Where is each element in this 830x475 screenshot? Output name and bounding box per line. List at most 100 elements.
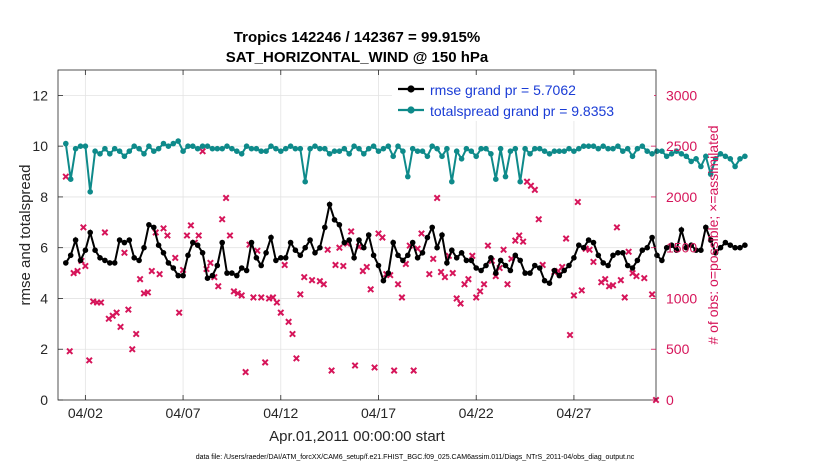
spread-point	[414, 148, 421, 154]
spread-point	[141, 151, 147, 157]
spread-point	[600, 143, 606, 149]
rmse-point	[683, 244, 690, 251]
spread-point	[97, 151, 103, 157]
rmse-point	[273, 257, 279, 264]
obs-point	[226, 232, 234, 239]
rmse-point	[141, 244, 147, 251]
spread-point	[131, 143, 137, 149]
rmse-point	[190, 239, 196, 246]
rmse-point	[439, 232, 445, 238]
obs-point	[320, 280, 328, 288]
rmse-layer	[63, 200, 748, 287]
rmse-point	[361, 244, 367, 251]
rmse-point	[527, 270, 533, 276]
obs-point	[578, 286, 586, 294]
plot-frame	[57, 69, 657, 401]
spread-point	[351, 143, 357, 149]
obs-point	[156, 270, 164, 278]
rmse-point	[522, 270, 528, 276]
obs-point	[285, 318, 293, 326]
obs-point	[148, 267, 156, 275]
obs-point	[328, 367, 335, 374]
obs-point	[367, 285, 375, 293]
obs-point	[324, 246, 332, 254]
spread-point	[326, 151, 333, 157]
spread-point	[512, 145, 519, 152]
spread-point	[532, 145, 538, 152]
obs-point	[480, 280, 488, 288]
rmse-point	[155, 242, 162, 248]
obs-point	[261, 359, 269, 366]
spread-point	[502, 173, 509, 180]
spread-point	[576, 145, 582, 152]
obs-point	[207, 259, 214, 267]
spread-point	[126, 148, 133, 154]
footer-datafile: data file: /Users/raeder/DAI/ATM_forcXX/…	[196, 454, 635, 461]
rmse-point	[693, 247, 699, 253]
spread-point	[585, 143, 592, 149]
rmse-point	[429, 224, 436, 231]
rmse-point	[121, 239, 128, 246]
spread-point	[488, 151, 494, 157]
rmse-point	[322, 224, 328, 231]
rmse-point	[512, 252, 519, 259]
spread-point	[453, 148, 460, 154]
legend-box	[392, 75, 654, 121]
obs-point	[113, 309, 121, 317]
spread-point	[737, 156, 743, 162]
rmse-point	[659, 257, 665, 264]
spread-point	[629, 153, 636, 160]
legend-rmse-marker	[407, 85, 415, 93]
spread-point	[395, 143, 401, 149]
spread-point	[620, 148, 626, 154]
spread-point	[72, 145, 79, 152]
rmse-point	[453, 254, 460, 261]
spread-point	[253, 145, 260, 152]
spread-point	[63, 140, 69, 147]
spread-point	[229, 145, 235, 152]
x-tick-label: 04/02	[68, 405, 103, 421]
obs-point	[363, 263, 371, 271]
spread-point	[82, 143, 89, 149]
spread-point	[673, 148, 680, 154]
rmse-point	[365, 232, 372, 238]
spread-point	[87, 189, 93, 195]
obs-point	[70, 269, 78, 277]
right-tick-label: 1500	[666, 240, 697, 256]
legend-rmse-label: rmse grand pr = 5.7062	[430, 82, 576, 98]
obs-point	[218, 215, 226, 223]
spread-point	[678, 151, 685, 157]
obs-point	[121, 249, 128, 257]
spread-point	[204, 143, 211, 149]
y-axis-label-left: rmse and totalspread	[17, 165, 34, 306]
rmse-point	[238, 265, 245, 271]
rmse-point	[678, 227, 685, 233]
spread-point	[649, 151, 655, 157]
spread-point	[590, 143, 597, 149]
obs-point	[609, 281, 617, 289]
obs-point	[441, 273, 449, 281]
spread-point	[322, 145, 328, 152]
rmse-point	[282, 254, 289, 261]
spread-point	[111, 145, 118, 152]
spread-point	[561, 148, 567, 154]
left-tick-label: 12	[32, 87, 48, 103]
left-tick-label: 2	[40, 341, 48, 357]
spread-layer	[63, 138, 748, 195]
obs-point	[398, 294, 406, 301]
rmse-point	[449, 247, 455, 253]
spread-point	[287, 143, 294, 149]
obs-point	[461, 280, 468, 288]
spread-point	[556, 148, 563, 154]
rmse-point	[297, 252, 304, 259]
rmse-point	[493, 270, 499, 276]
rmse-point	[390, 239, 397, 246]
rmse-point	[160, 250, 167, 256]
spread-point	[712, 156, 719, 162]
rmse-point	[536, 265, 543, 271]
spread-point	[517, 178, 523, 185]
rmse-point	[380, 277, 387, 284]
obs-point	[429, 255, 437, 263]
spread-point	[703, 153, 709, 160]
